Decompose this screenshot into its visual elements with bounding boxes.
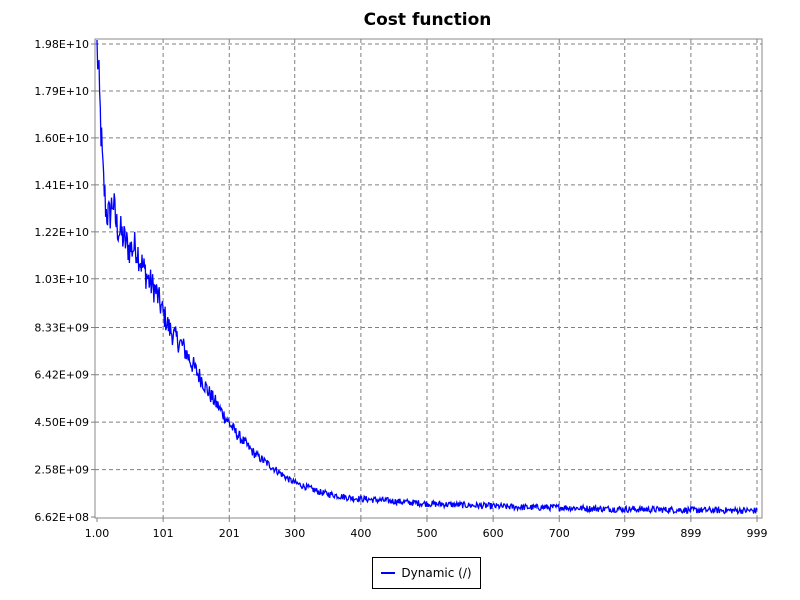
axis-layer: 6.62E+08 2.58E+09 4.50E+09 6.42E+09 8.33E+09… — [34, 38, 767, 540]
x-tick-label: 999 — [747, 527, 768, 540]
x-tick-label: 300 — [284, 527, 305, 540]
x-tick-label: 899 — [680, 527, 701, 540]
legend-swatch — [381, 572, 396, 574]
y-tick-label: 2.58E+09 — [34, 464, 89, 477]
y-tick-label: 6.62E+08 — [34, 511, 89, 524]
series-layer — [96, 39, 758, 516]
legend: Dynamic (/) — [372, 557, 481, 589]
y-tick-label: 1.22E+10 — [34, 226, 89, 239]
y-tick-label: 6.42E+09 — [34, 369, 89, 382]
legend-label: Dynamic (/) — [401, 566, 472, 580]
x-tick-label: 799 — [614, 527, 635, 540]
chart-title: Cost function — [363, 10, 492, 30]
y-tick-label: 1.41E+10 — [34, 179, 89, 192]
x-tick-label: 101 — [153, 527, 174, 540]
y-tick-label: 1.03E+10 — [34, 273, 89, 286]
x-tick-label: 600 — [483, 527, 504, 540]
y-tick-label: 1.60E+10 — [34, 132, 89, 145]
grid-layer — [95, 39, 762, 518]
series-line-dynamic — [96, 39, 758, 516]
y-tick-label: 1.79E+10 — [34, 85, 89, 98]
y-tick-label: 8.33E+09 — [34, 321, 89, 334]
y-tick-label: 1.98E+10 — [34, 38, 89, 51]
x-tick-label: 1.00 — [85, 527, 110, 540]
y-tick-label: 4.50E+09 — [34, 416, 89, 429]
x-tick-label: 700 — [549, 527, 570, 540]
x-tick-label: 201 — [219, 527, 240, 540]
x-tick-label: 400 — [350, 527, 371, 540]
x-tick-label: 500 — [417, 527, 438, 540]
